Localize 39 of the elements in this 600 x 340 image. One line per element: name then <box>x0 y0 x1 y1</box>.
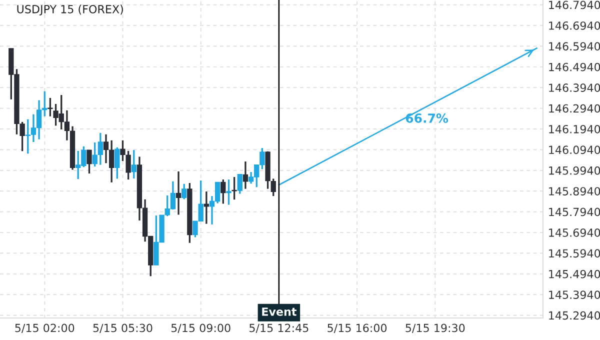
y-tick-label: 146.6940 <box>549 21 600 30</box>
y-tick-label: 146.2940 <box>549 104 600 113</box>
y-tick-label: 145.2940 <box>549 311 600 320</box>
candlestick <box>48 97 53 118</box>
y-tick-label: 146.4940 <box>549 62 600 72</box>
candlestick <box>237 173 242 195</box>
x-tick-label: 5/15 16:00 <box>328 324 387 334</box>
annotation: 66.7% <box>406 113 448 123</box>
y-tick-label: 146.1940 <box>549 124 600 134</box>
y-tick-label: 146.0940 <box>549 146 600 154</box>
candlestick <box>226 178 232 206</box>
chart-title: USDJPY 15 (FOREX) <box>17 4 123 16</box>
y-tick-label: 146.5940 <box>549 42 600 51</box>
candlestick <box>204 190 209 225</box>
y-tick-label: 145.4940 <box>549 270 600 278</box>
candlestick <box>108 140 114 184</box>
y-tick-label: 145.3940 <box>549 290 600 299</box>
x-tick-label: 5/15 05:30 <box>93 324 152 334</box>
candlestick <box>114 146 120 180</box>
y-tick-label: 145.5940 <box>549 249 600 258</box>
x-tick-label: 5/15 12:45 <box>250 324 308 334</box>
x-tick-label: 5/15 02:00 <box>15 324 74 334</box>
y-tick-label: 145.6940 <box>549 228 600 237</box>
ref-line-label: Event <box>262 308 296 316</box>
candlestick <box>270 178 276 197</box>
x-tick-label: 5/15 19:30 <box>406 324 465 334</box>
candlestick <box>103 134 109 164</box>
candlestick <box>86 149 92 174</box>
x-tick-label: 5/15 09:00 <box>171 324 230 334</box>
candlestick <box>131 149 136 180</box>
candlestick <box>176 170 182 216</box>
candlestick <box>220 178 226 205</box>
y-tick-label: 145.9940 <box>549 166 600 175</box>
y-tick-label: 146.7940 <box>549 0 600 10</box>
y-tick-label: 145.7940 <box>549 208 600 216</box>
candlestick <box>242 160 248 190</box>
candlestick <box>182 183 187 200</box>
y-tick-label: 145.8940 <box>549 187 600 196</box>
y-tick-label: 146.3940 <box>549 84 600 92</box>
